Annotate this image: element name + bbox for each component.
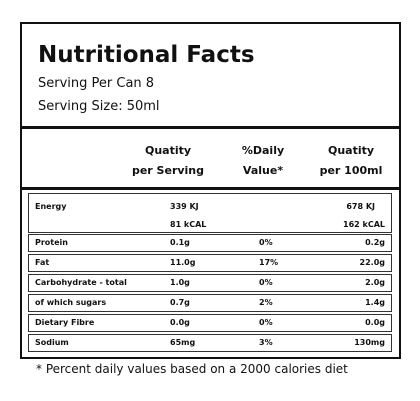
cell: 2.0g bbox=[365, 278, 385, 287]
cell: 0.7g bbox=[170, 298, 190, 307]
cell: 0.2g bbox=[365, 238, 385, 247]
row-label: of which sugars bbox=[35, 298, 107, 307]
footnote: * Percent daily values based on a 2000 c… bbox=[36, 362, 348, 376]
cell: 3% bbox=[259, 338, 273, 347]
label-frame bbox=[20, 22, 401, 359]
cell: 0% bbox=[259, 318, 273, 327]
nutrient-row: Fat 11.0g 17% 22.0g bbox=[28, 254, 392, 272]
column-header: Quatity bbox=[144, 144, 192, 157]
nutrient-row: Sodium 65mg 3% 130mg bbox=[28, 334, 392, 352]
cell: 17% bbox=[259, 258, 279, 267]
column-header: Value* bbox=[242, 164, 284, 177]
row-label: Fat bbox=[35, 258, 50, 267]
serving-per-can: Serving Per Can 8 bbox=[38, 76, 155, 91]
cell: 0.1g bbox=[170, 238, 190, 247]
cell: 81 kCAL bbox=[170, 220, 207, 229]
cell: 0.0g bbox=[170, 318, 190, 327]
cell: 1.4g bbox=[365, 298, 385, 307]
divider bbox=[20, 187, 399, 190]
row-label: Dietary Fibre bbox=[35, 318, 95, 327]
divider bbox=[20, 126, 399, 129]
cell: 130mg bbox=[354, 338, 385, 347]
cell: 678 KJ bbox=[346, 202, 375, 211]
title: Nutritional Facts bbox=[38, 42, 255, 68]
cell: 11.0g bbox=[170, 258, 196, 267]
row-label: Energy bbox=[35, 202, 67, 211]
cell: 0.0g bbox=[365, 318, 385, 327]
nutrient-row: of which sugars 0.7g 2% 1.4g bbox=[28, 294, 392, 312]
cell: 1.0g bbox=[170, 278, 190, 287]
column-header: per 100ml bbox=[319, 164, 383, 177]
nutrient-row: Dietary Fibre 0.0g 0% 0.0g bbox=[28, 314, 392, 332]
energy-row: Energy 339 KJ 81 kCAL 678 KJ 162 kCAL bbox=[28, 193, 392, 233]
row-label: Sodium bbox=[35, 338, 69, 347]
column-header: per Serving bbox=[131, 164, 205, 177]
cell: 0% bbox=[259, 238, 273, 247]
cell: 65mg bbox=[170, 338, 196, 347]
nutrient-row: Carbohydrate - total 1.0g 0% 2.0g bbox=[28, 274, 392, 292]
column-header: Quatity bbox=[327, 144, 375, 157]
nutrient-row: Protein 0.1g 0% 0.2g bbox=[28, 234, 392, 252]
cell: 162 kCAL bbox=[343, 220, 385, 229]
cell: 22.0g bbox=[359, 258, 385, 267]
row-label: Carbohydrate - total bbox=[35, 278, 127, 287]
serving-size: Serving Size: 50ml bbox=[38, 99, 160, 114]
row-label: Protein bbox=[35, 238, 68, 247]
cell: 0% bbox=[259, 278, 273, 287]
cell: 339 KJ bbox=[170, 202, 199, 211]
cell: 2% bbox=[259, 298, 273, 307]
column-header: %Daily bbox=[241, 144, 285, 157]
